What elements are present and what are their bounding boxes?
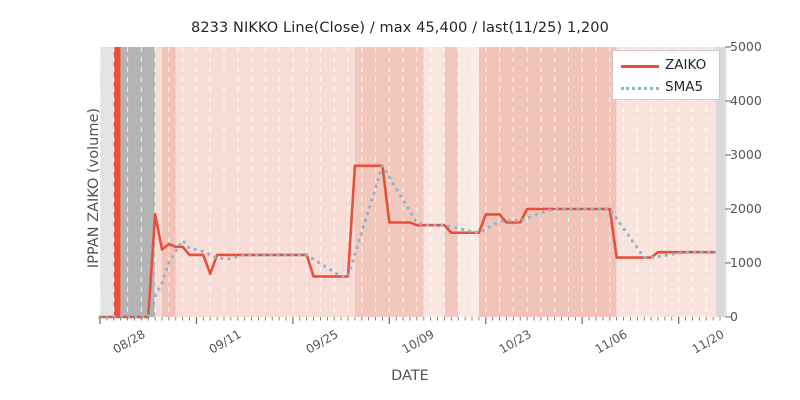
y-tick-label: 1000 <box>730 255 762 270</box>
y-tick-label: 0 <box>730 309 738 324</box>
legend-item-sma5[interactable]: SMA5 <box>613 77 721 99</box>
series-line-sma5 <box>98 164 722 319</box>
legend-label-zaiko: ZAIKO <box>665 57 707 73</box>
series-line-zaiko <box>100 164 720 319</box>
chart-legend: ZAIKO SMA5 <box>612 50 720 100</box>
legend-swatch-sma5 <box>621 87 659 90</box>
background-band <box>444 47 459 317</box>
y-tick-label: 2000 <box>730 201 762 216</box>
y-tick-label: 4000 <box>730 93 762 108</box>
legend-label-sma5: SMA5 <box>665 79 704 95</box>
x-axis-title: DATE <box>391 368 429 384</box>
legend-swatch-zaiko <box>621 65 659 69</box>
background-band <box>423 47 445 317</box>
chart-title: 8233 NIKKO Line(Close) / max 45,400 / la… <box>191 20 609 36</box>
background-band <box>458 47 479 317</box>
background-band <box>478 47 617 317</box>
background-band <box>120 47 156 317</box>
grid-lines <box>99 47 721 317</box>
legend-item-zaiko[interactable]: ZAIKO <box>613 55 721 77</box>
y-axis-ticks <box>725 46 731 318</box>
y-tick-label: 3000 <box>730 147 762 162</box>
y-tick-label: 5000 <box>730 39 762 54</box>
x-axis-ticks <box>99 317 721 324</box>
background-band <box>155 47 162 317</box>
background-band <box>113 47 121 317</box>
background-band <box>100 47 114 317</box>
